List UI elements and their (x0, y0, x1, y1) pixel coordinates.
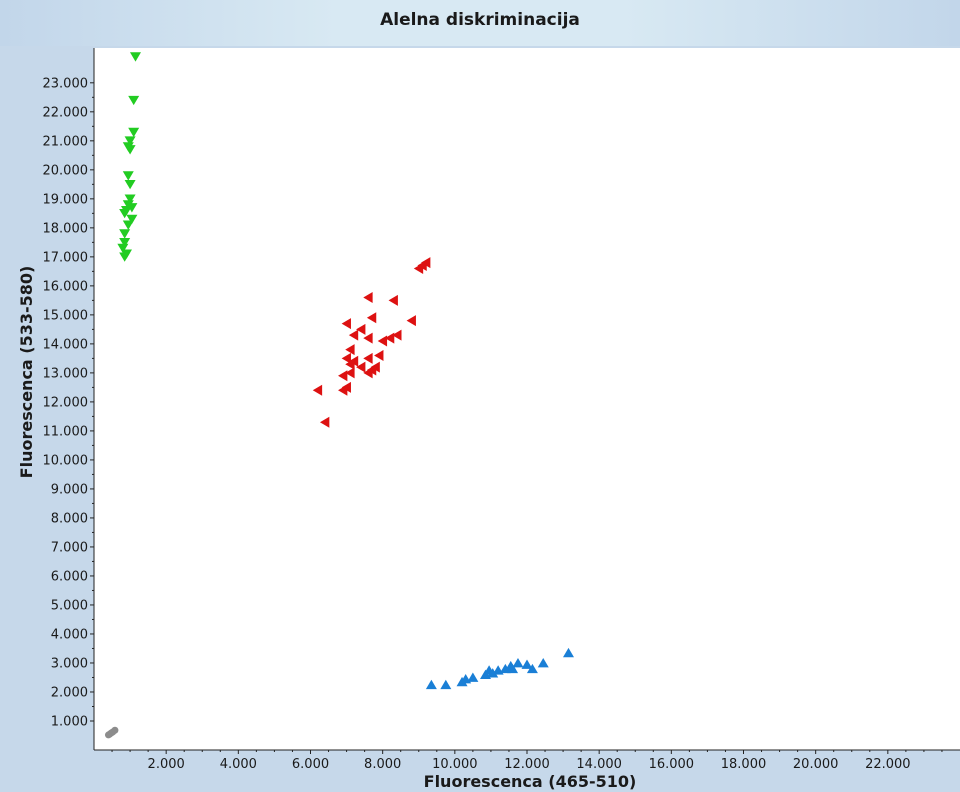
y-tick-label: 2.000 (51, 685, 88, 700)
data-point (128, 95, 140, 106)
data-point (119, 252, 131, 262)
data-point (366, 312, 377, 324)
data-point (128, 127, 140, 138)
y-tick-label: 10.000 (43, 453, 89, 468)
data-point (456, 676, 468, 687)
data-point (126, 214, 138, 225)
x-axis-ticks: 2.000 4.000 6.000 8.000 10.000 12.000 14.000 16… (111, 750, 943, 772)
data-point (374, 349, 384, 361)
data-point (392, 329, 402, 341)
y-tick-label: 17.000 (43, 250, 89, 265)
x-tick-label: 22.000 (865, 757, 911, 772)
x-tick-label: 10.000 (432, 757, 478, 772)
y-tick-label: 18.000 (43, 221, 89, 236)
y-tick-label: 22.000 (43, 105, 89, 120)
y-tick-label: 12.000 (43, 395, 89, 410)
chart-title: Alelna diskriminacija (380, 10, 580, 30)
data-point (129, 52, 141, 62)
data-point (119, 237, 131, 248)
data-point (338, 384, 348, 396)
x-tick-label: 20.000 (793, 757, 839, 772)
data-point (104, 731, 112, 739)
data-point (124, 145, 136, 155)
data-point (319, 416, 330, 428)
data-point (492, 665, 504, 675)
data-point (117, 243, 129, 254)
data-point (312, 384, 323, 396)
y-tick-label: 16.000 (43, 279, 89, 294)
data-point (124, 194, 136, 204)
data-point (119, 229, 131, 239)
y-tick-label: 3.000 (51, 656, 88, 671)
data-point (417, 260, 427, 272)
data-point (345, 358, 355, 370)
title-bar: Alelna diskriminacija (0, 0, 960, 46)
data-point (384, 332, 395, 344)
y-tick-label: 5.000 (51, 598, 88, 613)
data-point (363, 332, 373, 344)
x-axis-title: Fluorescenca (465-510) (424, 772, 637, 791)
data-point (512, 658, 524, 668)
data-point (363, 291, 373, 303)
data-point (338, 370, 348, 382)
data-point (356, 323, 366, 335)
data-point (345, 344, 355, 356)
data-point (363, 367, 373, 379)
data-point (122, 220, 134, 230)
y-axis-title: Fluorescenca (533-580) (17, 266, 36, 479)
data-point (356, 361, 366, 373)
y-tick-label: 7.000 (51, 540, 88, 555)
x-tick-label: 6.000 (292, 757, 329, 772)
data-point (526, 663, 538, 674)
y-tick-label: 14.000 (43, 337, 89, 352)
y-tick-label: 9.000 (51, 482, 88, 497)
data-point (507, 663, 519, 674)
data-point (487, 668, 499, 678)
x-tick-label: 16.000 (649, 757, 695, 772)
x-tick-label: 18.000 (721, 757, 767, 772)
data-point (124, 179, 136, 190)
data-point (122, 171, 134, 181)
data-point (345, 367, 355, 379)
y-tick-label: 15.000 (43, 308, 89, 323)
y-tick-label: 20.000 (43, 163, 89, 178)
data-point (348, 329, 359, 341)
plot-area (94, 48, 960, 750)
y-tick-label: 19.000 (43, 192, 89, 207)
x-tick-label: 12.000 (504, 757, 550, 772)
x-tick-label: 4.000 (220, 757, 257, 772)
data-point (537, 658, 549, 668)
y-tick-label: 8.000 (51, 511, 88, 526)
data-point (467, 672, 479, 682)
data-point (425, 679, 437, 690)
y-tick-label: 21.000 (43, 134, 89, 149)
data-point (377, 335, 388, 347)
y-tick-label: 23.000 (43, 76, 89, 91)
data-point (388, 294, 398, 306)
y-tick-label: 6.000 (51, 569, 88, 584)
data-point (562, 647, 574, 658)
data-point (521, 659, 533, 669)
data-point (341, 318, 351, 330)
x-tick-label: 14.000 (576, 757, 622, 772)
y-tick-label: 4.000 (51, 627, 88, 642)
x-tick-label: 8.000 (364, 757, 401, 772)
data-point (499, 663, 511, 674)
data-point (363, 352, 373, 364)
y-tick-label: 13.000 (43, 366, 89, 381)
data-points (104, 52, 574, 739)
data-point (341, 352, 351, 364)
y-axis-ticks: 1.000 2.000 3.000 4.000 5.000 6.000 7.000 8.000… (43, 76, 94, 729)
data-point (119, 208, 131, 219)
data-point (124, 136, 136, 146)
data-point (406, 315, 416, 327)
data-point (126, 203, 138, 213)
data-point (440, 679, 452, 690)
x-tick-label: 2.000 (148, 757, 185, 772)
y-tick-label: 11.000 (43, 424, 89, 439)
y-tick-label: 1.000 (51, 714, 88, 729)
data-point (480, 669, 492, 679)
